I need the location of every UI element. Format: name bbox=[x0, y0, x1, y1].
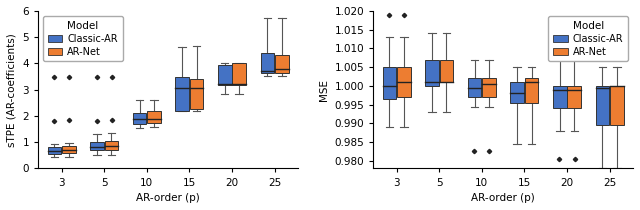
X-axis label: AR-order (p): AR-order (p) bbox=[471, 193, 535, 203]
Y-axis label: MSE: MSE bbox=[319, 79, 329, 101]
Bar bbox=[440, 60, 453, 82]
Bar bbox=[425, 60, 439, 86]
Bar bbox=[553, 86, 566, 108]
Bar bbox=[610, 86, 624, 125]
Bar bbox=[525, 79, 538, 103]
Bar bbox=[568, 86, 581, 108]
Legend: Classic-AR, AR-Net: Classic-AR, AR-Net bbox=[43, 16, 123, 61]
Bar bbox=[47, 147, 61, 154]
Bar bbox=[62, 146, 76, 153]
Bar bbox=[383, 67, 396, 99]
Bar bbox=[468, 79, 481, 97]
Legend: Classic-AR, AR-Net: Classic-AR, AR-Net bbox=[548, 16, 628, 61]
Bar bbox=[175, 77, 189, 111]
Bar bbox=[218, 65, 232, 85]
Bar bbox=[147, 111, 161, 123]
Bar bbox=[104, 141, 118, 150]
Bar bbox=[397, 67, 411, 97]
Bar bbox=[260, 54, 274, 74]
Bar bbox=[275, 55, 289, 74]
Bar bbox=[232, 63, 246, 85]
Bar bbox=[510, 82, 524, 103]
Bar bbox=[483, 79, 496, 97]
Bar bbox=[190, 79, 204, 109]
Bar bbox=[132, 113, 147, 124]
X-axis label: AR-order (p): AR-order (p) bbox=[136, 193, 200, 203]
Bar bbox=[596, 86, 609, 125]
Y-axis label: sTPE (AR-coefficients): sTPE (AR-coefficients) bbox=[7, 33, 17, 147]
Bar bbox=[90, 142, 104, 150]
